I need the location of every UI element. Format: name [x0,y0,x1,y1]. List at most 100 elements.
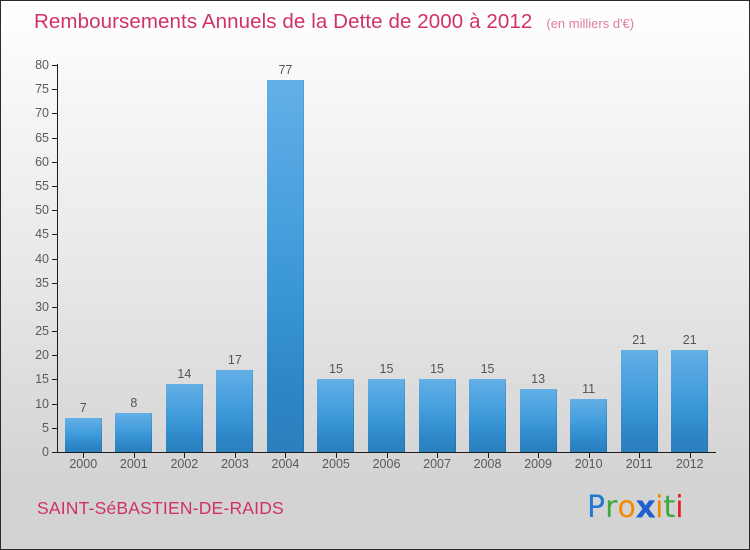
y-axis-label: 35 [35,275,49,290]
y-axis-label: 20 [35,348,49,363]
y-axis-label: 40 [35,251,49,266]
commune-name: SAINT-SéBASTIEN-DE-RAIDS [37,498,284,518]
y-axis-label: 10 [35,396,49,411]
y-axis-tick [52,379,58,381]
bar-2010[interactable] [570,398,608,452]
x-axis-label-2009: 2009 [524,457,553,471]
logo-letter-6: t [663,490,676,525]
x-axis-label-2008: 2008 [473,457,502,471]
bar-value-label-2004: 77 [278,62,293,77]
x-axis-tick [588,453,590,458]
x-axis-label-2006: 2006 [372,457,401,471]
y-axis-tick [52,282,58,284]
y-axis-label: 55 [35,178,49,193]
bar-value-label-2012: 21 [682,333,697,348]
y-axis-tick [52,161,58,163]
y-axis-tick [52,355,58,357]
logo-letter-1: P [587,490,606,525]
bar-2004[interactable] [266,79,304,452]
y-axis-label: 5 [42,420,49,435]
x-axis-line [57,452,716,453]
y-axis-tick [52,234,58,236]
x-axis-tick [386,453,388,458]
x-axis-label-2005: 2005 [322,457,350,471]
y-axis-tick [52,331,58,333]
x-axis-label-2000: 2000 [69,457,98,471]
bar-value-label-2000: 7 [79,401,87,416]
bar-value-label-2002: 14 [177,367,192,382]
logo-letter-2: r [605,490,618,525]
x-axis-tick [184,453,186,458]
bar-2007[interactable] [418,379,456,452]
bar-2012[interactable] [671,350,709,452]
y-axis-tick [52,452,58,453]
bar-value-label-2007: 15 [430,362,444,377]
bar-value-label-2003: 17 [227,352,242,367]
title-row: Remboursements Annuels de la Dette de 20… [34,10,634,34]
x-axis-label-2012: 2012 [675,457,704,471]
logo-letter-4: x [635,489,656,526]
y-axis-tick [52,137,58,139]
x-axis-tick [689,453,691,458]
y-axis-tick [52,65,58,66]
bar-value-label-2001: 8 [130,396,138,411]
chart-card: Remboursements Annuels de la Dette de 20… [1,1,749,476]
y-axis-label: 75 [35,82,49,97]
y-axis-tick [52,113,58,115]
x-axis-label-2011: 2011 [625,457,653,471]
y-axis-label: 25 [35,324,49,339]
x-axis-tick [437,453,439,458]
x-axis-tick [83,453,85,458]
bar-value-label-2008: 15 [480,362,495,377]
y-axis-label: 30 [35,299,49,314]
y-axis-label: 60 [35,154,49,169]
bar-2008[interactable] [469,379,507,452]
bar-2001[interactable] [115,413,153,452]
bar-value-label-2006: 15 [379,362,394,377]
y-axis-tick [52,258,58,260]
y-axis-tick [52,403,58,405]
bar-value-label-2005: 15 [329,362,343,377]
x-axis-label-2002: 2002 [170,457,199,471]
logo-letter-3: o [617,490,636,525]
y-axis-tick [52,210,58,212]
y-axis-label: 15 [35,372,49,387]
bar-2003[interactable] [216,369,254,452]
bar-value-label-2011: 21 [632,333,647,348]
bar-2006[interactable] [368,379,405,452]
bar-2002[interactable] [165,384,203,452]
y-axis-label: 45 [35,227,49,242]
proxiti-logo[interactable]: Proxiti [587,489,684,526]
x-axis-label-2007: 2007 [423,457,451,471]
bar-2000[interactable] [64,418,102,452]
x-axis-tick [133,453,135,458]
y-axis-label: 80 [35,58,49,72]
x-axis-tick [234,453,236,458]
x-axis-tick [487,453,489,458]
footer: SAINT-SéBASTIEN-DE-RAIDS Proxiti [1,476,749,549]
x-axis-label-2001: 2001 [119,457,148,471]
y-axis-label: 70 [35,106,49,121]
y-axis-tick [52,185,58,187]
y-axis-tick [52,306,58,308]
plot-area: 7 8 14 17 77 15 15 15 15 13 11 21 21 [58,62,715,452]
page-title: Remboursements Annuels de la Dette de 20… [34,10,533,33]
bar-2011[interactable] [620,350,658,452]
x-axis-tick [639,453,641,458]
x-axis-tick [335,453,337,458]
x-axis-label-2003: 2003 [220,457,249,471]
bar-value-label-2010: 11 [582,381,596,396]
logo-letter-7: i [675,490,684,525]
bar-value-label-2009: 13 [531,372,546,387]
y-axis-label: 65 [35,130,49,145]
bar-2005[interactable] [317,379,355,452]
logo-letter-5: i [655,490,664,525]
y-axis-label: 50 [35,203,49,218]
x-axis-tick [285,453,287,458]
x-axis-tick [538,453,540,458]
y-axis-tick [52,427,58,429]
x-axis-label-2010: 2010 [574,457,603,471]
bar-2009[interactable] [519,389,557,452]
y-axis-label: 0 [42,445,49,459]
